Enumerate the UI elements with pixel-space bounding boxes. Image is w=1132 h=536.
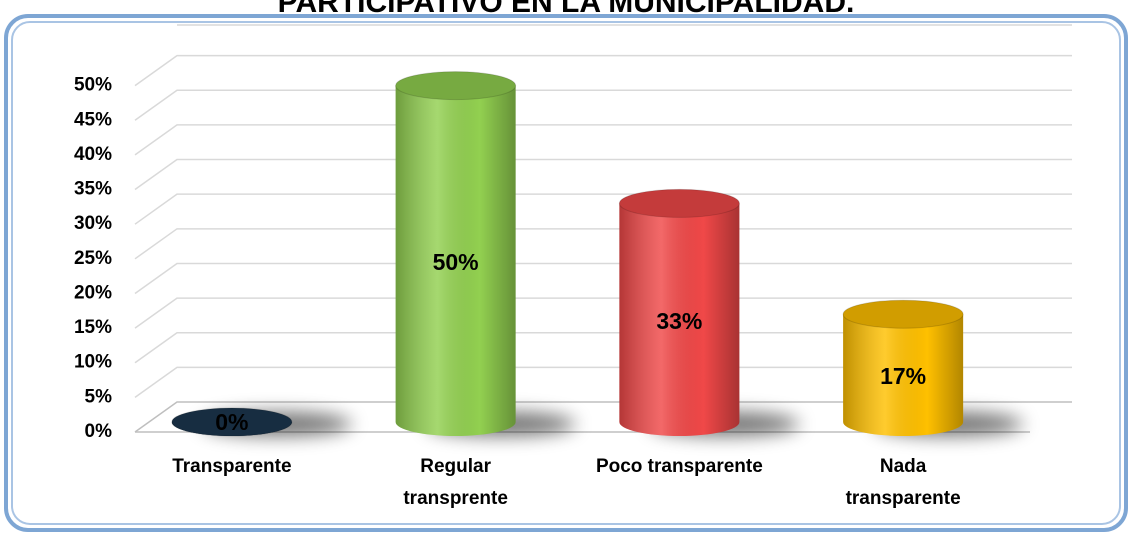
chart-title: PARTICIPATIVO EN LA MUNICIPALIDAD.	[278, 0, 855, 19]
y-tick-label: 50%	[74, 75, 112, 96]
bar-top	[842, 299, 964, 329]
grid-line	[134, 124, 1072, 156]
bar-top	[171, 407, 293, 437]
bar-shade	[619, 203, 740, 437]
grid-line	[134, 262, 1072, 295]
grid-line	[134, 89, 1072, 121]
value-label: 33%	[656, 308, 702, 334]
grid-line	[134, 228, 1072, 260]
bar	[842, 299, 964, 437]
bar-top	[395, 71, 517, 101]
value-label: 50%	[433, 249, 479, 275]
bar	[395, 71, 517, 436]
grid-line	[134, 158, 1072, 191]
y-tick-label: 15%	[74, 317, 112, 338]
bar	[618, 188, 740, 437]
bar-top-shade	[619, 189, 740, 218]
plot: 0% 5% 10% 15% 20% 25% 30% 35% 40% 45% 50% 0% Transpa…	[74, 24, 1072, 509]
frame-inner	[11, 21, 1121, 525]
x-tick-label: Nada transparente	[846, 456, 961, 509]
bar-top	[618, 188, 740, 218]
y-tick-label: 20%	[74, 282, 112, 303]
grid-line	[134, 193, 1072, 225]
bar-top-shade	[171, 408, 292, 436]
bar-shade	[395, 85, 516, 436]
x-tick-label: Regular transprente	[403, 456, 508, 509]
bar-shade	[843, 314, 964, 437]
x-tick-label: Transparente	[172, 456, 291, 477]
value-label: 17%	[880, 363, 926, 389]
grid-line	[134, 331, 1072, 364]
y-tick-label: 25%	[74, 248, 112, 269]
y-tick-label: 30%	[74, 213, 112, 234]
grid-line	[134, 54, 1072, 87]
y-tick-label: 45%	[74, 109, 112, 130]
y-tick-label: 0%	[85, 421, 113, 442]
x-tick-label: Poco transparente	[596, 456, 763, 477]
bar	[171, 407, 293, 437]
y-tick-label: 5%	[85, 386, 113, 407]
grid-line	[134, 401, 1072, 433]
grid-line	[134, 297, 1072, 329]
y-tick-label: 40%	[74, 144, 112, 165]
value-label: 0%	[215, 409, 248, 435]
y-tick-label: 35%	[74, 179, 112, 200]
bar-top-shade	[843, 300, 964, 329]
y-tick-label: 10%	[74, 352, 112, 373]
grid-line	[134, 366, 1072, 398]
bar-top-shade	[395, 71, 516, 100]
